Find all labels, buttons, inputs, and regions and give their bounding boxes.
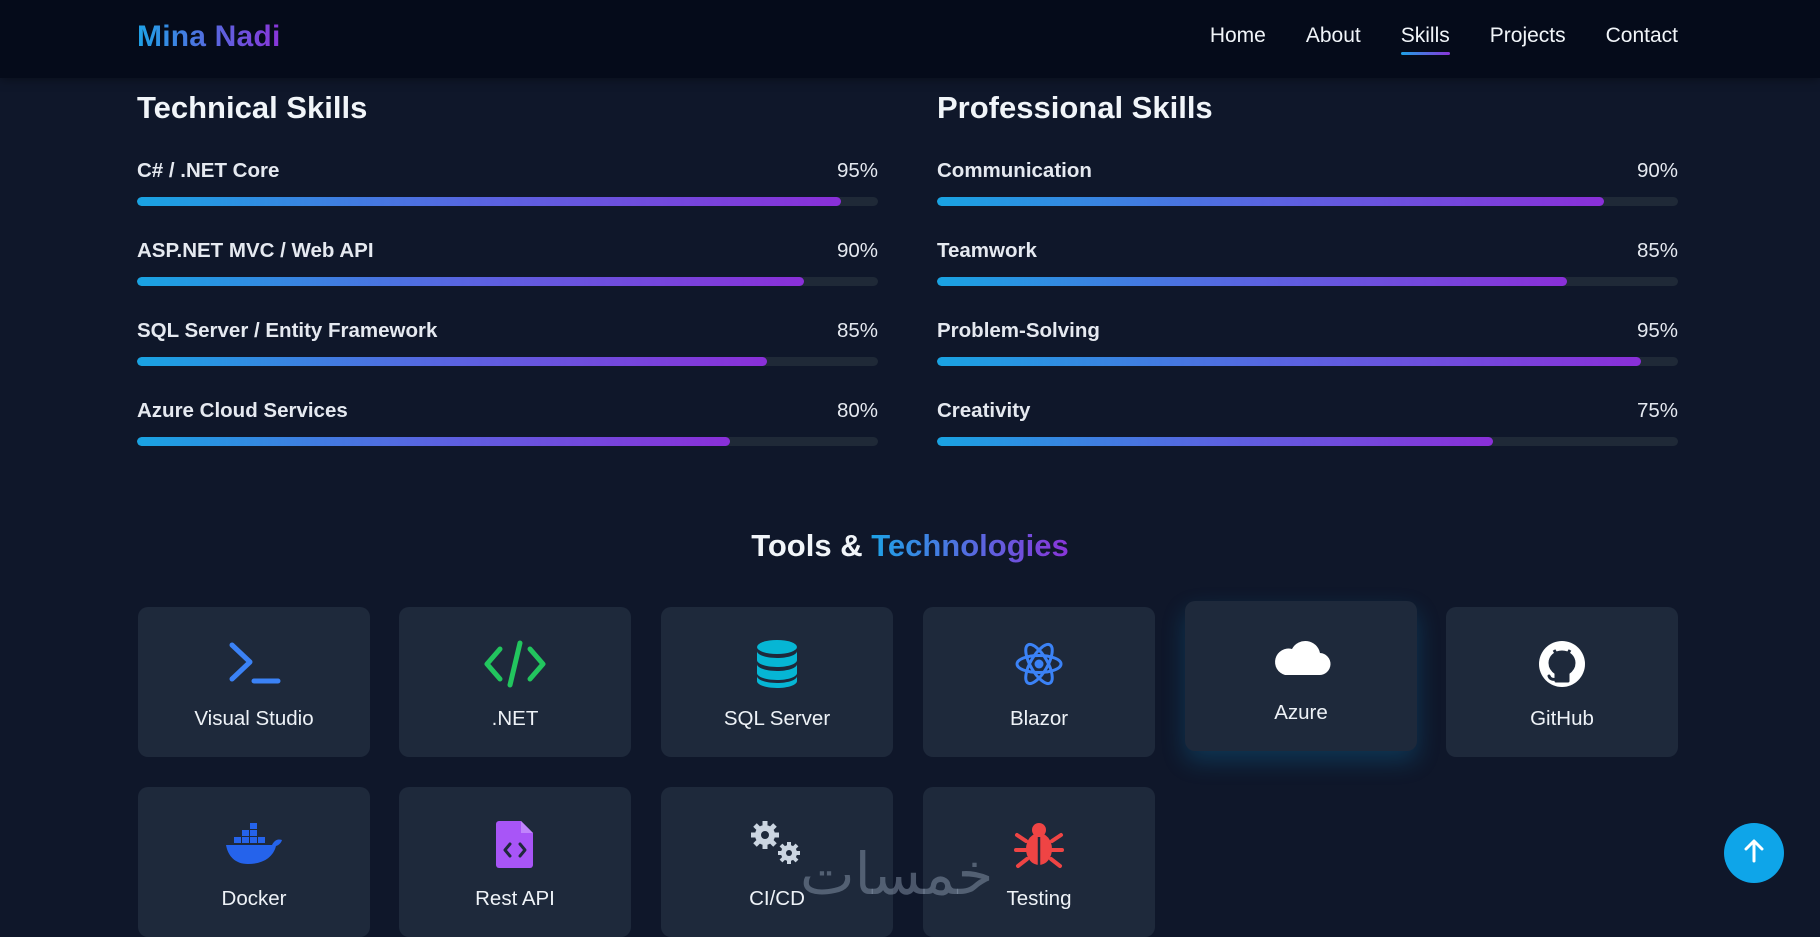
tools-title-accent: Technologies	[871, 528, 1069, 563]
cloud-icon	[1185, 633, 1417, 683]
skill-progress-bar	[937, 197, 1678, 206]
docker-icon	[138, 819, 370, 869]
github-icon	[1446, 639, 1678, 689]
technical-skills-title: Technical Skills	[137, 90, 368, 125]
tool-label: CI/CD	[749, 887, 805, 910]
skill-percent: 85%	[836, 319, 878, 342]
nav-projects[interactable]: Projects	[1489, 24, 1566, 47]
skill-row: Problem-Solving 95%	[937, 260, 1678, 366]
skill-progress-fill	[137, 357, 767, 366]
navbar: Mina Nadi Home About Skills Projects Con…	[0, 0, 1820, 78]
tool-label: Rest API	[475, 887, 555, 910]
nav-contact[interactable]: Contact	[1605, 24, 1678, 47]
skill-name: Teamwork	[937, 239, 1037, 262]
skill-progress-bar	[937, 277, 1678, 286]
tool-label: SQL Server	[723, 707, 831, 730]
skill-row: Teamwork 85%	[937, 180, 1678, 286]
skill-progress-fill	[937, 357, 1641, 366]
skill-name: C# / .NET Core	[137, 159, 280, 182]
tool-card-docker[interactable]: Docker	[138, 787, 370, 937]
technical-skills-section: Technical Skills	[137, 90, 878, 134]
skill-name: SQL Server / Entity Framework	[137, 319, 438, 342]
skill-progress-bar	[937, 437, 1678, 446]
tool-card-visual-studio[interactable]: Visual Studio	[138, 607, 370, 757]
tool-card-rest-api[interactable]: Rest API	[399, 787, 631, 937]
skill-progress-bar	[137, 357, 878, 366]
skill-name: Problem-Solving	[937, 319, 1100, 342]
skill-progress-bar	[137, 437, 878, 446]
skill-name: Communication	[937, 159, 1092, 182]
skill-progress-fill	[937, 197, 1604, 206]
scroll-to-top-button[interactable]	[1724, 823, 1784, 883]
nav-skills[interactable]: Skills	[1400, 24, 1450, 55]
skill-progress-fill	[137, 197, 841, 206]
terminal-icon	[138, 639, 370, 689]
skill-row: ASP.NET MVC / Web API 90%	[137, 180, 878, 286]
atom-icon	[923, 639, 1155, 689]
skill-progress-fill	[937, 437, 1493, 446]
skill-row: C# / .NET Core 95%	[137, 100, 878, 206]
skill-name: ASP.NET MVC / Web API	[137, 239, 374, 262]
tool-label: Docker	[221, 887, 287, 910]
skill-name: Azure Cloud Services	[137, 399, 348, 422]
tool-label: Blazor	[1009, 707, 1069, 730]
tool-card-dotnet[interactable]: .NET	[399, 607, 631, 757]
file-code-icon	[399, 819, 631, 869]
skill-progress-bar	[137, 277, 878, 286]
code-icon	[399, 639, 631, 689]
skill-progress-bar	[937, 357, 1678, 366]
bug-icon	[923, 819, 1155, 869]
tool-card-testing[interactable]: Testing	[923, 787, 1155, 937]
tool-card-blazor[interactable]: Blazor	[923, 607, 1155, 757]
nav-about[interactable]: About	[1305, 24, 1361, 47]
tools-title: Tools & Technologies	[0, 528, 1820, 564]
skill-progress-fill	[937, 277, 1567, 286]
watermark: خمسات	[800, 840, 994, 908]
tools-title-plain: Tools &	[751, 528, 863, 563]
professional-skills-section: Professional Skills	[937, 90, 1678, 134]
database-icon	[661, 639, 893, 689]
tool-label: Azure	[1274, 701, 1328, 724]
skill-progress-fill	[137, 277, 804, 286]
skill-row: SQL Server / Entity Framework 85%	[137, 260, 878, 366]
skill-progress-fill	[137, 437, 730, 446]
nav-home[interactable]: Home	[1209, 24, 1266, 47]
skill-percent: 85%	[1636, 239, 1678, 262]
skill-percent: 95%	[1636, 319, 1678, 342]
tool-label: Visual Studio	[194, 707, 314, 730]
tool-card-ci-cd[interactable]: CI/CD	[661, 787, 893, 937]
skill-name: Creativity	[937, 399, 1031, 422]
brand-logo[interactable]: Mina Nadi	[137, 20, 281, 53]
skill-row: Communication 90%	[937, 100, 1678, 206]
tool-card-sql-server[interactable]: SQL Server	[661, 607, 893, 757]
tool-card-azure[interactable]: Azure	[1185, 601, 1417, 751]
skill-percent: 90%	[836, 239, 878, 262]
skill-progress-bar	[137, 197, 878, 206]
skill-percent: 90%	[1636, 159, 1678, 182]
professional-skills-title: Professional Skills	[937, 90, 1213, 125]
tool-label: GitHub	[1530, 707, 1594, 730]
skill-percent: 80%	[836, 399, 878, 422]
tool-label: Testing	[1006, 887, 1072, 910]
nav-links: Home About Skills Projects Contact	[1209, 24, 1678, 55]
gears-icon	[661, 819, 893, 869]
skill-percent: 75%	[1636, 399, 1678, 422]
tool-label: .NET	[491, 707, 539, 730]
tool-card-github[interactable]: GitHub	[1446, 607, 1678, 757]
skill-row: Creativity 75%	[937, 340, 1678, 446]
skill-percent: 95%	[836, 159, 878, 182]
skill-row: Azure Cloud Services 80%	[137, 340, 878, 446]
arrow-up-icon	[1743, 839, 1765, 868]
